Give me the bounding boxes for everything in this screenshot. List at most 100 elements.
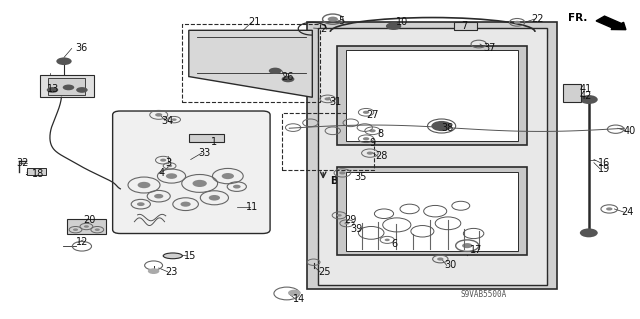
PathPatch shape [189,30,312,97]
Text: 14: 14 [293,294,305,304]
Text: 13: 13 [47,84,60,94]
Text: B-15: B-15 [330,176,355,186]
Circle shape [56,57,72,65]
Bar [454,22,477,30]
Text: 39: 39 [351,224,363,234]
Bar [189,134,224,142]
Text: 38: 38 [442,122,454,133]
Text: 40: 40 [624,126,636,136]
Circle shape [221,173,234,179]
Circle shape [209,195,220,201]
Text: 15: 15 [184,251,196,261]
Text: S9VAB5500A: S9VAB5500A [460,290,506,299]
Circle shape [84,225,89,228]
Circle shape [369,129,376,132]
Bar [182,24,320,102]
Circle shape [431,121,452,131]
Text: 37: 37 [483,43,495,54]
Text: 26: 26 [282,72,294,82]
Text: 4: 4 [159,168,165,178]
Circle shape [580,228,598,237]
Text: 5: 5 [338,16,344,26]
Circle shape [363,111,369,114]
Circle shape [47,87,58,93]
Circle shape [337,214,342,217]
Circle shape [172,118,177,121]
Text: 35: 35 [354,172,366,182]
Circle shape [148,268,159,274]
Text: 27: 27 [366,110,379,120]
Text: 16: 16 [598,158,611,168]
Text: 11: 11 [246,202,259,212]
Circle shape [437,257,444,261]
Bar [318,28,547,285]
Text: 18: 18 [32,169,44,179]
Circle shape [324,97,331,100]
Circle shape [160,159,166,162]
Ellipse shape [163,253,182,259]
Circle shape [76,87,88,93]
Circle shape [514,21,520,24]
Text: 7: 7 [461,20,467,31]
Circle shape [344,222,349,225]
FancyArrow shape [596,16,626,30]
Circle shape [462,243,472,248]
Bar [337,167,527,255]
Bar [40,75,94,97]
Text: FR.: FR. [568,13,588,23]
Text: 20: 20 [83,215,95,225]
Circle shape [138,182,150,188]
Circle shape [339,171,346,174]
Circle shape [155,113,163,117]
Text: 6: 6 [392,239,398,249]
Circle shape [288,290,301,296]
Text: 36: 36 [76,43,88,54]
Text: 31: 31 [329,97,341,107]
Text: 34: 34 [161,115,173,126]
Bar [563,84,581,102]
Text: 8: 8 [378,129,384,139]
Circle shape [95,228,100,231]
Bar [346,50,518,141]
Text: 25: 25 [318,267,331,277]
Text: 12: 12 [76,237,88,248]
PathPatch shape [307,22,557,289]
Text: 30: 30 [445,260,457,271]
Circle shape [269,68,282,74]
Text: 33: 33 [198,148,211,158]
Bar [48,78,85,95]
Text: 3: 3 [165,158,172,168]
Text: 19: 19 [598,164,611,174]
Circle shape [386,22,401,30]
Circle shape [606,207,612,211]
Circle shape [180,202,191,207]
Circle shape [137,202,145,206]
Circle shape [167,165,172,167]
Circle shape [154,194,163,198]
Circle shape [193,180,207,187]
Text: 9: 9 [369,138,376,148]
Bar [337,46,527,145]
Text: 21: 21 [248,17,260,27]
Text: 23: 23 [165,267,177,277]
Text: 41: 41 [579,84,591,94]
Text: 42: 42 [579,91,591,101]
Text: 32: 32 [17,158,29,168]
Circle shape [166,173,177,179]
Text: 22: 22 [531,14,544,24]
FancyBboxPatch shape [113,111,270,234]
Text: 24: 24 [621,207,633,217]
Circle shape [63,85,74,90]
Circle shape [580,95,598,104]
Circle shape [233,185,241,189]
Text: 1: 1 [211,137,218,147]
Text: 29: 29 [344,215,356,225]
Circle shape [367,152,373,155]
Circle shape [73,228,78,231]
Bar [27,168,46,175]
Bar [67,219,106,234]
Text: 28: 28 [375,151,387,161]
Circle shape [385,239,390,241]
Circle shape [363,137,369,140]
Circle shape [328,17,338,22]
